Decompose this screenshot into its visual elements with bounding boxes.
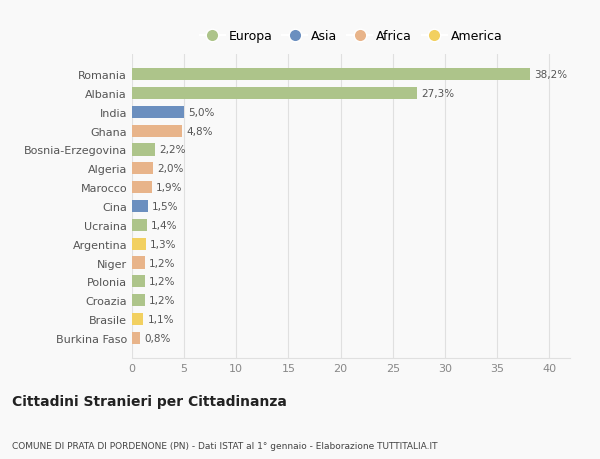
Text: 4,8%: 4,8% [186,126,213,136]
Bar [132,313,143,325]
Text: 2,2%: 2,2% [159,145,185,155]
Bar [132,257,145,269]
Bar [132,69,530,81]
Text: 1,2%: 1,2% [149,277,175,287]
Legend: Europa, Asia, Africa, America: Europa, Asia, Africa, America [194,25,508,48]
Bar [132,144,155,156]
Text: 5,0%: 5,0% [188,107,215,118]
Text: 27,3%: 27,3% [421,89,454,99]
Text: 1,3%: 1,3% [150,239,176,249]
Text: 1,5%: 1,5% [152,202,178,212]
Bar [132,219,146,231]
Text: COMUNE DI PRATA DI PORDENONE (PN) - Dati ISTAT al 1° gennaio - Elaborazione TUTT: COMUNE DI PRATA DI PORDENONE (PN) - Dati… [12,441,437,450]
Bar [132,294,145,307]
Text: 2,0%: 2,0% [157,164,184,174]
Text: Cittadini Stranieri per Cittadinanza: Cittadini Stranieri per Cittadinanza [12,395,287,409]
Text: 0,8%: 0,8% [145,333,171,343]
Bar [132,201,148,213]
Text: 1,2%: 1,2% [149,258,175,268]
Bar [132,106,184,119]
Bar [132,125,182,137]
Text: 38,2%: 38,2% [535,70,568,80]
Bar [132,332,140,344]
Bar [132,163,153,175]
Text: 1,1%: 1,1% [148,314,174,325]
Bar [132,238,146,250]
Bar [132,88,416,100]
Text: 1,2%: 1,2% [149,296,175,306]
Text: 1,4%: 1,4% [151,220,177,230]
Text: 1,9%: 1,9% [156,183,182,193]
Bar [132,182,152,194]
Bar [132,276,145,288]
